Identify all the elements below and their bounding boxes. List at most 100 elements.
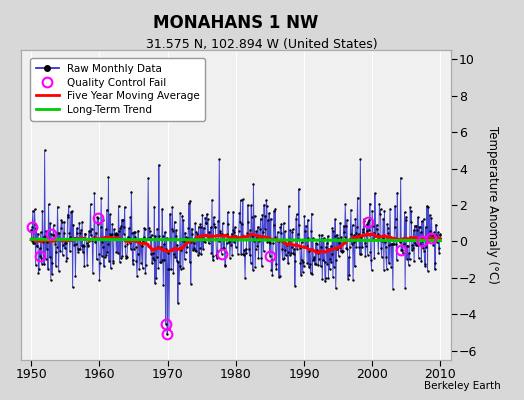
Point <box>350 239 358 246</box>
Point <box>423 203 431 209</box>
Point <box>72 230 81 236</box>
Point <box>274 229 282 235</box>
Point <box>340 229 348 235</box>
Point <box>367 257 375 264</box>
Point <box>124 234 132 240</box>
Point <box>78 242 86 249</box>
Point <box>345 272 353 278</box>
Point <box>161 229 169 235</box>
Point <box>293 231 302 238</box>
Point <box>247 202 255 208</box>
Point <box>396 239 405 246</box>
Point <box>397 174 405 181</box>
Point <box>224 220 233 227</box>
Point <box>78 218 86 225</box>
Point <box>344 254 353 260</box>
Point <box>190 245 198 251</box>
Point <box>148 260 156 266</box>
Point <box>394 235 402 242</box>
Point <box>245 246 253 253</box>
Point <box>379 216 388 222</box>
Point <box>358 226 367 233</box>
Point <box>350 232 358 239</box>
Point <box>179 265 187 271</box>
Point <box>309 235 317 242</box>
Point <box>386 206 394 212</box>
Point <box>194 252 202 258</box>
Point <box>303 217 312 223</box>
Point <box>170 218 179 225</box>
Point <box>395 237 403 243</box>
Point <box>106 264 115 271</box>
Point <box>182 248 190 255</box>
Point <box>399 249 407 256</box>
Point <box>222 249 230 256</box>
Point <box>77 246 85 252</box>
Point <box>381 238 389 245</box>
Point <box>128 257 137 263</box>
Point <box>317 244 325 250</box>
Point <box>32 225 40 231</box>
Point <box>179 217 188 224</box>
Point <box>104 241 112 247</box>
Point <box>237 220 246 227</box>
Point <box>64 214 72 220</box>
Point <box>225 237 234 243</box>
Point <box>276 224 285 230</box>
Point <box>326 256 334 262</box>
Point <box>181 230 189 236</box>
Point <box>419 216 428 222</box>
Point <box>105 231 114 237</box>
Point <box>85 238 94 245</box>
Point <box>254 254 263 261</box>
Point <box>37 255 46 262</box>
Point <box>407 219 415 225</box>
Point <box>105 258 113 264</box>
Point <box>269 222 278 228</box>
Point <box>358 244 366 250</box>
Point <box>385 260 393 266</box>
Point <box>328 250 336 257</box>
Point <box>234 236 243 242</box>
Point <box>77 227 85 233</box>
Point <box>150 203 159 210</box>
Point <box>334 252 343 259</box>
Point <box>193 235 201 242</box>
Point <box>341 201 350 208</box>
Point <box>319 257 328 264</box>
Point <box>90 234 98 240</box>
Point <box>353 194 362 201</box>
Point <box>374 249 383 256</box>
Point <box>312 241 321 247</box>
Point <box>287 244 296 250</box>
Point <box>397 246 406 253</box>
Point <box>231 224 239 230</box>
Point <box>421 263 430 270</box>
Point <box>100 263 108 269</box>
Point <box>62 258 71 264</box>
Point <box>226 237 235 243</box>
Point <box>63 255 71 261</box>
Point <box>163 266 172 272</box>
Point <box>48 259 57 266</box>
Point <box>279 239 287 245</box>
Point <box>31 221 39 227</box>
Point <box>79 249 87 255</box>
Point <box>139 234 148 240</box>
Point <box>137 241 146 248</box>
Point <box>42 228 50 234</box>
Point <box>435 250 443 256</box>
Point <box>399 234 408 241</box>
Point <box>402 214 410 220</box>
Point <box>166 211 174 217</box>
Point <box>222 240 231 246</box>
Point <box>374 231 382 237</box>
Point <box>111 231 119 238</box>
Point <box>258 263 266 269</box>
Point <box>213 255 221 262</box>
Point <box>276 272 284 279</box>
Point <box>248 233 257 239</box>
Point <box>195 245 204 252</box>
Point <box>189 240 198 246</box>
Point <box>45 235 53 242</box>
